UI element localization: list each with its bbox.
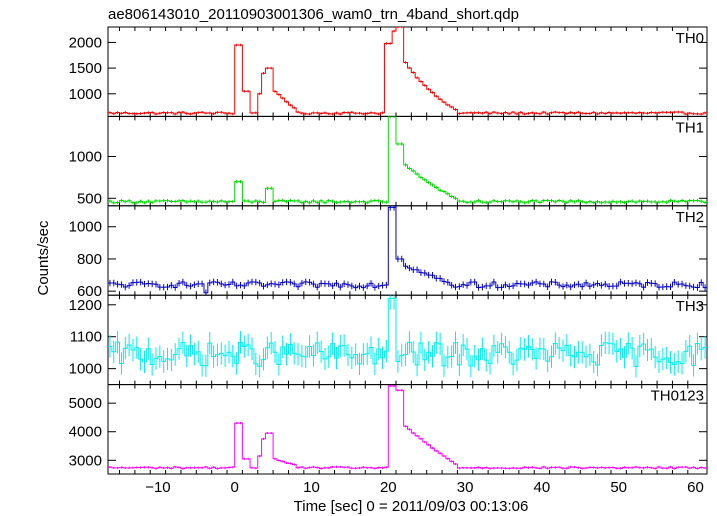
step-line [108, 385, 707, 470]
x-tick-label: 10 [303, 479, 320, 496]
y-tick-label: 3000 [69, 452, 102, 469]
series-th0123 [108, 384, 707, 470]
panel-th1: 500 1000 TH1 [69, 115, 708, 207]
step-line [108, 27, 707, 115]
y-tick-label: 2000 [69, 34, 102, 51]
x-axis-label: Time [sec] 0 = 2011/09/03 00:13:06 [294, 498, 529, 515]
y-axis-label: Counts/sec [35, 220, 52, 296]
step-line [108, 297, 707, 367]
y-tick-label: 1000 [69, 219, 102, 236]
panel-label-th0: TH0 [676, 30, 704, 47]
y-tick-label: 600 [77, 283, 102, 300]
series-th2 [108, 205, 707, 296]
panel-th0123: 3000 4000 5000 TH0123 −10 0 10 20 30 40 50 60 [69, 384, 708, 496]
y-tick-label: 1000 [69, 149, 102, 166]
panel-frame [107, 384, 708, 475]
y-tick-label: 500 [77, 190, 102, 207]
figure-title: ae806143010_20110903001306_wam0_trn_4ban… [108, 6, 519, 23]
x-tick-label: 40 [534, 479, 551, 496]
panel-label-th0123: TH0123 [651, 388, 704, 405]
x-tick-label: 30 [457, 479, 474, 496]
panel-label-th2: TH2 [676, 209, 704, 226]
step-line [108, 116, 707, 204]
y-tick-label: 1000 [69, 361, 102, 378]
y-tick-label: 1000 [69, 86, 102, 103]
panel-frame [107, 294, 708, 386]
panel-th3: 1000 1100 1200 TH3 [69, 294, 708, 386]
x-tick-label: 60 [687, 479, 704, 496]
y-tick-label: 4000 [69, 424, 102, 441]
y-tick-label: 5000 [69, 395, 102, 412]
x-tick-label: 50 [610, 479, 627, 496]
x-tick-label: 0 [231, 479, 239, 496]
y-tick-label: 1200 [69, 297, 102, 314]
y-tick-label: 1100 [70, 329, 102, 346]
panel-th2: 600 800 1000 TH2 [69, 205, 708, 300]
series-th0 [108, 27, 707, 116]
panel-label-th1: TH1 [676, 119, 704, 136]
panel-th0: 1000 1500 2000 TH0 [69, 26, 708, 117]
series-th3 [108, 295, 707, 378]
y-tick-label: 1500 [69, 60, 102, 77]
panel-frame [107, 26, 708, 117]
x-tick-label: −10 [145, 479, 170, 496]
panel-label-th3: TH3 [676, 298, 704, 315]
x-tick-label: 20 [380, 479, 397, 496]
panel-frame [107, 115, 708, 207]
series-th1 [108, 116, 707, 205]
y-tick-label: 800 [77, 251, 102, 268]
step-line [108, 206, 707, 294]
